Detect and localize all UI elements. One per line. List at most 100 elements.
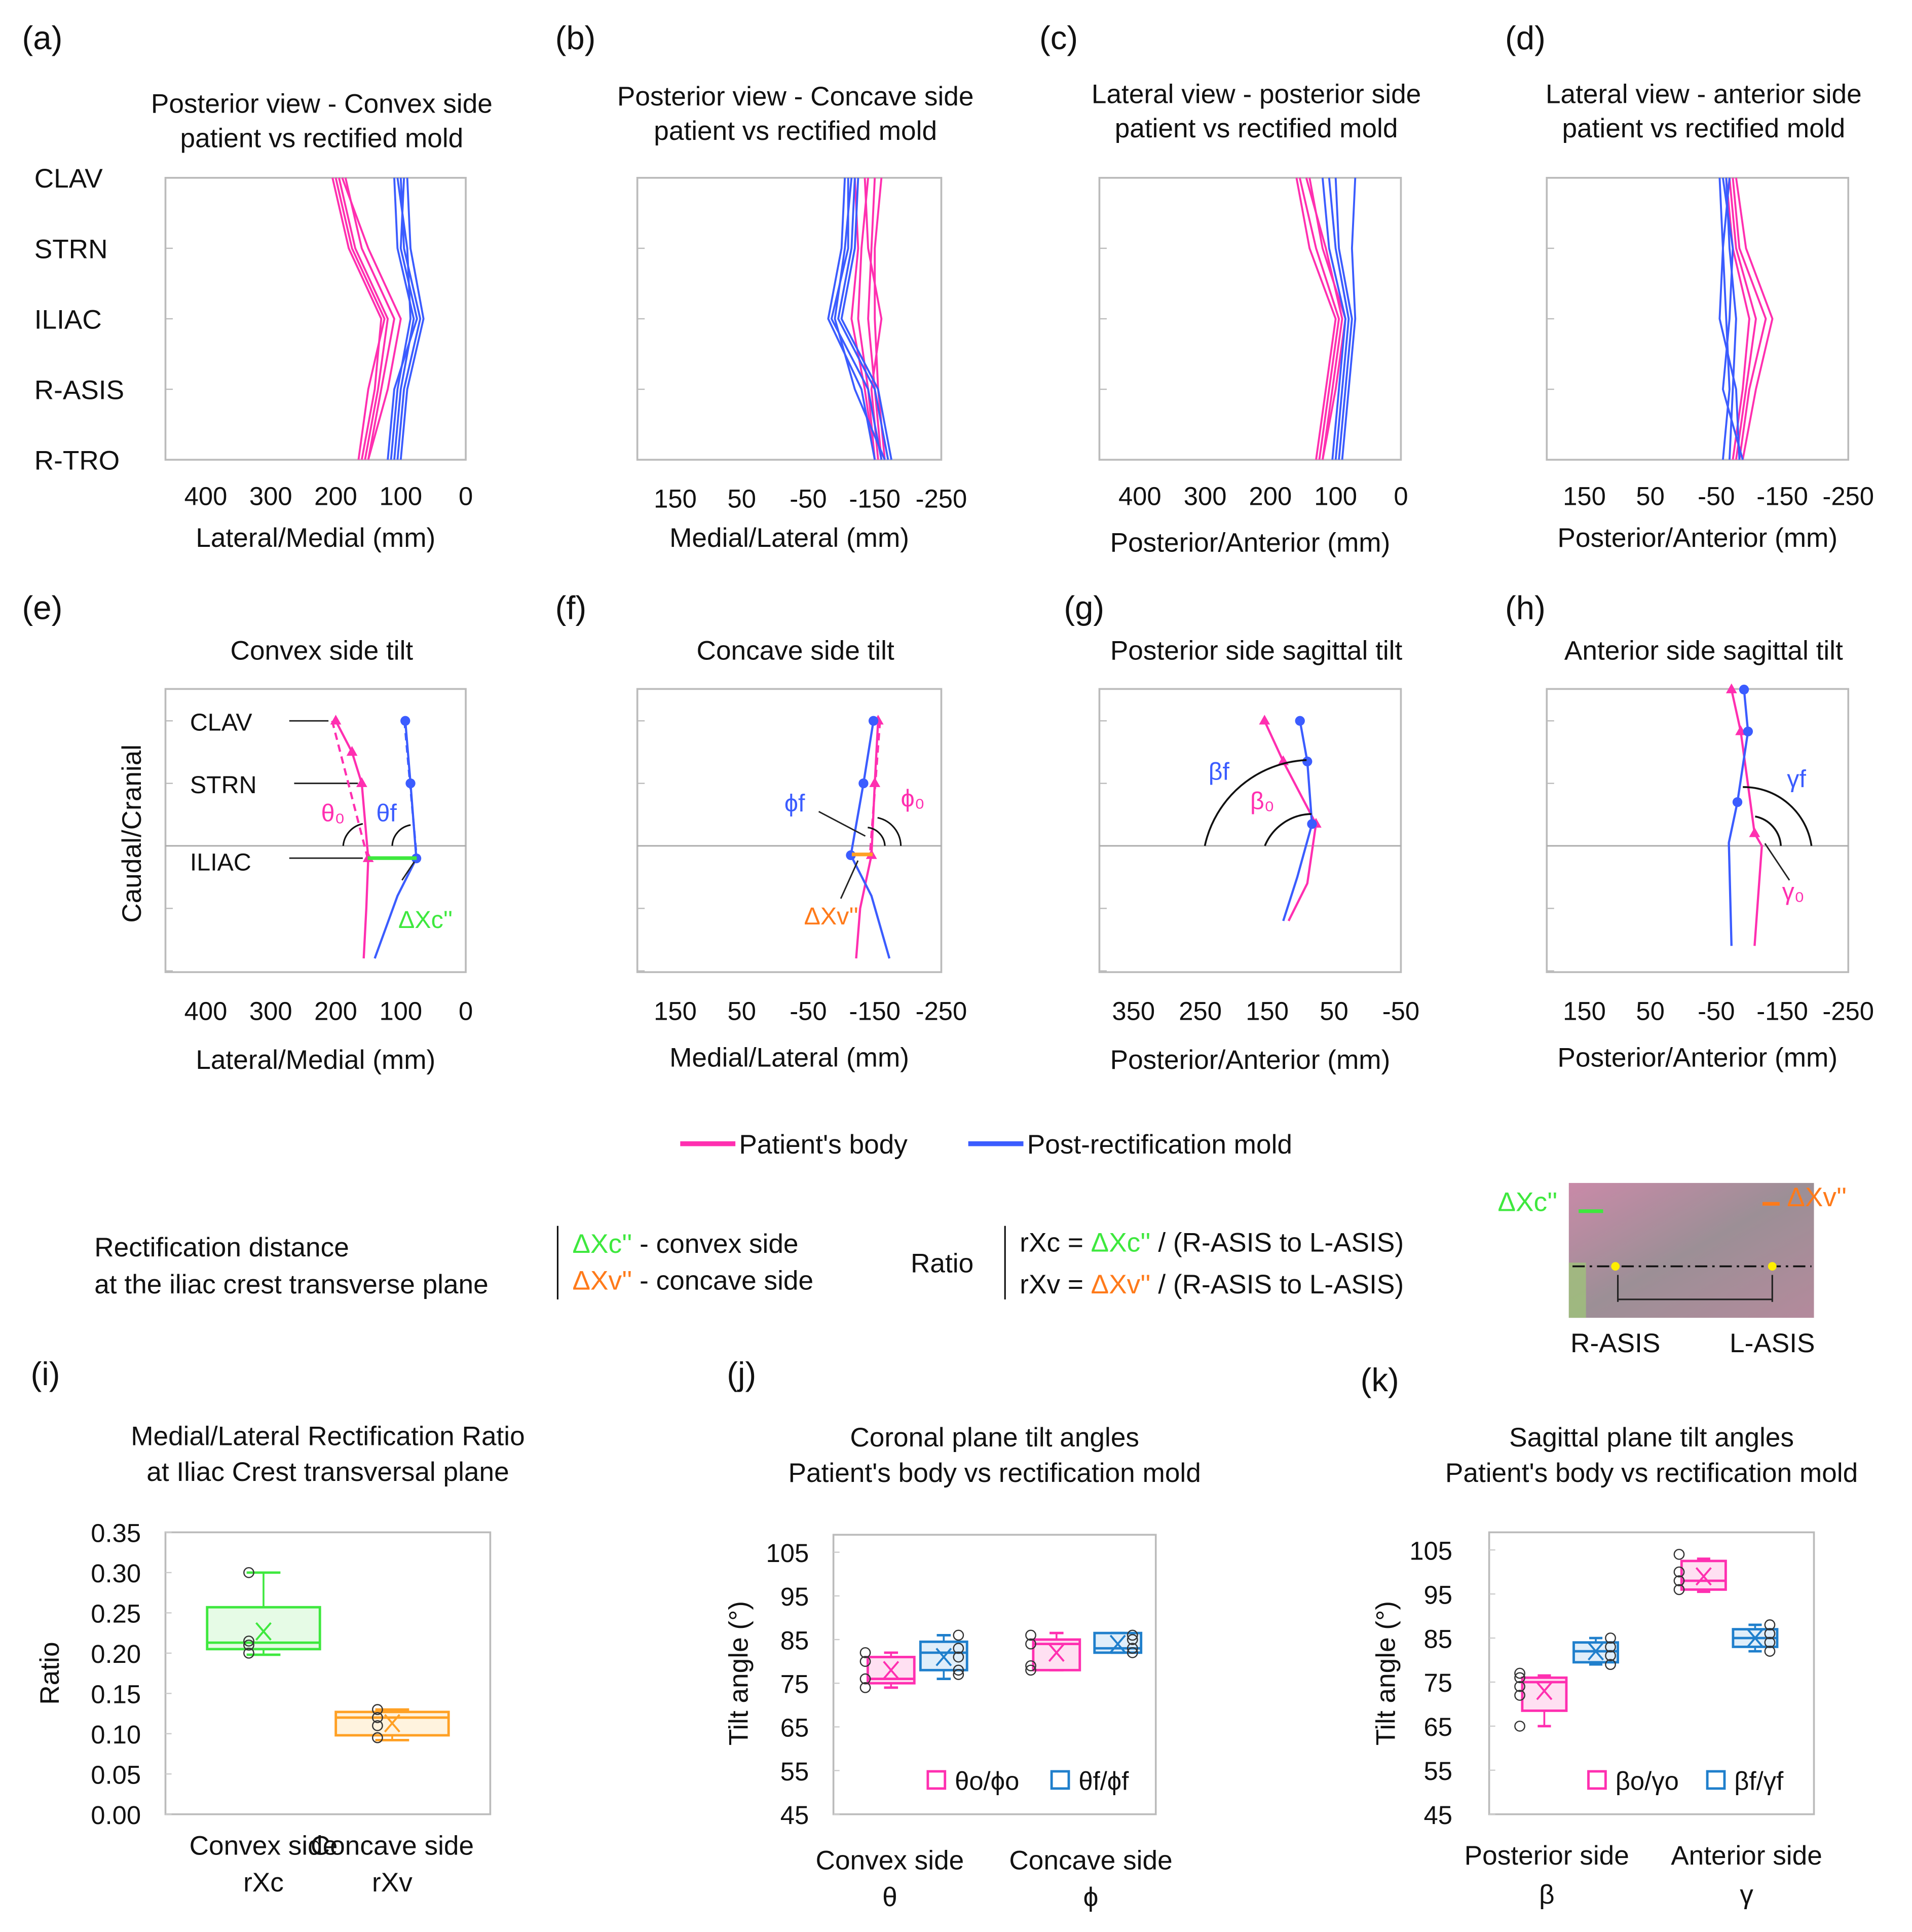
plot-frame — [636, 177, 943, 461]
box-plot — [1514, 1667, 1568, 1732]
patient-curve — [1305, 177, 1343, 460]
category-label: Concave side — [1009, 1846, 1172, 1876]
panel-letter: (d) — [1505, 19, 1546, 56]
patient-curve — [857, 177, 876, 460]
x-tick-label: 400 — [184, 996, 228, 1025]
mold-landmark-marker — [1307, 819, 1317, 829]
mold-curve — [1718, 177, 1741, 460]
plot-frame — [1546, 688, 1850, 973]
chart-title: Posterior side sagittal tilt — [1110, 636, 1403, 665]
betaf-arc — [1204, 759, 1307, 846]
x-axis-label: Posterior/Anterior (mm) — [1557, 523, 1838, 553]
category-label: rXv — [372, 1868, 413, 1898]
mold-curve — [1725, 177, 1737, 460]
x-tick-label: -250 — [1822, 996, 1874, 1025]
theta0-arc — [342, 823, 363, 846]
panel-e-annotations: CLAV STRN ILIAC θ₀ θf ΔXc'' — [190, 709, 453, 934]
chart-title: Medial/Lateral Rectification Ratio — [131, 1422, 525, 1452]
patient-curve — [344, 177, 395, 460]
legend-label: βf/γf — [1734, 1766, 1784, 1795]
category-label: β — [1539, 1880, 1555, 1910]
x-tick-label: 350 — [1112, 996, 1155, 1025]
data-point — [1605, 1632, 1616, 1644]
x-axis-label: Posterior/Anterior (mm) — [1110, 1045, 1391, 1075]
data-point — [1127, 1634, 1138, 1645]
chart-title: Lateral view - anterior side — [1546, 79, 1862, 109]
beta0-label: β₀ — [1250, 787, 1274, 814]
data-point — [953, 1629, 964, 1641]
data-point — [243, 1567, 254, 1578]
plot-frame — [636, 688, 943, 973]
data-point — [1764, 1628, 1776, 1640]
patient-curve — [1732, 177, 1767, 460]
x-tick-label: 50 — [727, 484, 756, 513]
data-point — [1025, 1638, 1036, 1650]
x-tick-label: -150 — [1756, 482, 1808, 511]
data-point — [859, 1682, 871, 1693]
y-tick-label: 55 — [780, 1757, 809, 1786]
category-label: θ — [882, 1882, 897, 1912]
y-tick-label: 0.15 — [91, 1680, 141, 1709]
mold-curve — [396, 177, 422, 460]
ratio-label: Ratio — [911, 1249, 973, 1279]
panel-h-annotations: γf γ₀ — [1743, 765, 1813, 905]
mold-curve — [393, 177, 415, 460]
chart-title: Concave side tilt — [697, 636, 894, 665]
x-axis-label: Posterior/Anterior (mm) — [1110, 528, 1391, 558]
x-tick-label: -250 — [916, 996, 967, 1025]
y-tick-label: 65 — [1424, 1713, 1452, 1741]
plot-frame — [1546, 177, 1850, 461]
patient-landmark-marker — [346, 746, 358, 756]
plot-frame — [832, 1534, 1157, 1815]
y-tick-label: 0.25 — [91, 1600, 141, 1628]
mold-curve — [1321, 177, 1346, 460]
x-tick-label: 100 — [379, 996, 422, 1025]
chart-title: patient vs rectified mold — [1115, 114, 1398, 143]
x-axis-label: Medial/Lateral (mm) — [669, 1043, 909, 1072]
label-clav: CLAV — [190, 709, 252, 736]
mold-curve — [1328, 177, 1350, 460]
mold-curve — [1334, 177, 1353, 460]
mold-landmark-marker — [1739, 684, 1749, 695]
patient-curve — [864, 177, 883, 460]
chart-panel-g: Posterior side sagittal tilt 350 250 150 50 -… — [1098, 636, 1419, 1075]
data-point — [1605, 1641, 1616, 1653]
data-point — [1514, 1667, 1525, 1679]
chart-title: Convex side tilt — [231, 636, 414, 665]
patient-curve — [1295, 177, 1337, 460]
data-point — [1025, 1664, 1036, 1676]
panel-f-annotations: ϕf ϕ₀ ΔXv'' — [784, 721, 925, 930]
box-plot — [1093, 1629, 1143, 1658]
y-level-label: CLAV — [34, 164, 103, 194]
mold-landmark-marker — [1295, 716, 1305, 726]
mold-landmark-marker — [1732, 797, 1743, 807]
pelvis-photo-inset: ΔXc'' ΔXv'' R-ASIS L-ASIS — [1498, 1182, 1847, 1358]
mold-landmark-marker — [1743, 726, 1753, 736]
dxc-label: ΔXc'' — [398, 906, 453, 934]
legend-swatch — [1587, 1770, 1607, 1790]
y-level-label: STRN — [34, 234, 108, 264]
patient-landmark-marker — [1749, 827, 1760, 837]
explanation-line2: at the iliac crest transverse plane — [94, 1270, 489, 1299]
mean-marker — [883, 1661, 899, 1680]
panel-letter: (e) — [22, 589, 63, 626]
leader-line — [401, 861, 415, 881]
data-point — [1764, 1646, 1776, 1657]
x-axis-label: Medial/Lateral (mm) — [669, 523, 909, 553]
phif-label: ϕf — [784, 790, 805, 817]
box-plot — [1673, 1548, 1727, 1595]
chart-title: patient vs rectified mold — [180, 123, 464, 153]
y-tick-label: 0.35 — [91, 1519, 141, 1548]
patient-landmark-marker — [1726, 683, 1737, 693]
y-tick-label: 75 — [780, 1670, 809, 1699]
data-point — [243, 1640, 254, 1651]
inset-dxc-label: ΔXc'' — [1498, 1187, 1558, 1217]
chart-title: patient vs rectified mold — [654, 116, 937, 146]
x-tick-label: 250 — [1179, 996, 1222, 1025]
x-tick-label: -250 — [1822, 482, 1874, 511]
data-point — [1673, 1575, 1685, 1586]
legend-swatch — [1706, 1770, 1726, 1790]
x-tick-label: 300 — [249, 996, 292, 1025]
beta0-arc — [1264, 813, 1311, 846]
patient-curve — [867, 177, 883, 460]
